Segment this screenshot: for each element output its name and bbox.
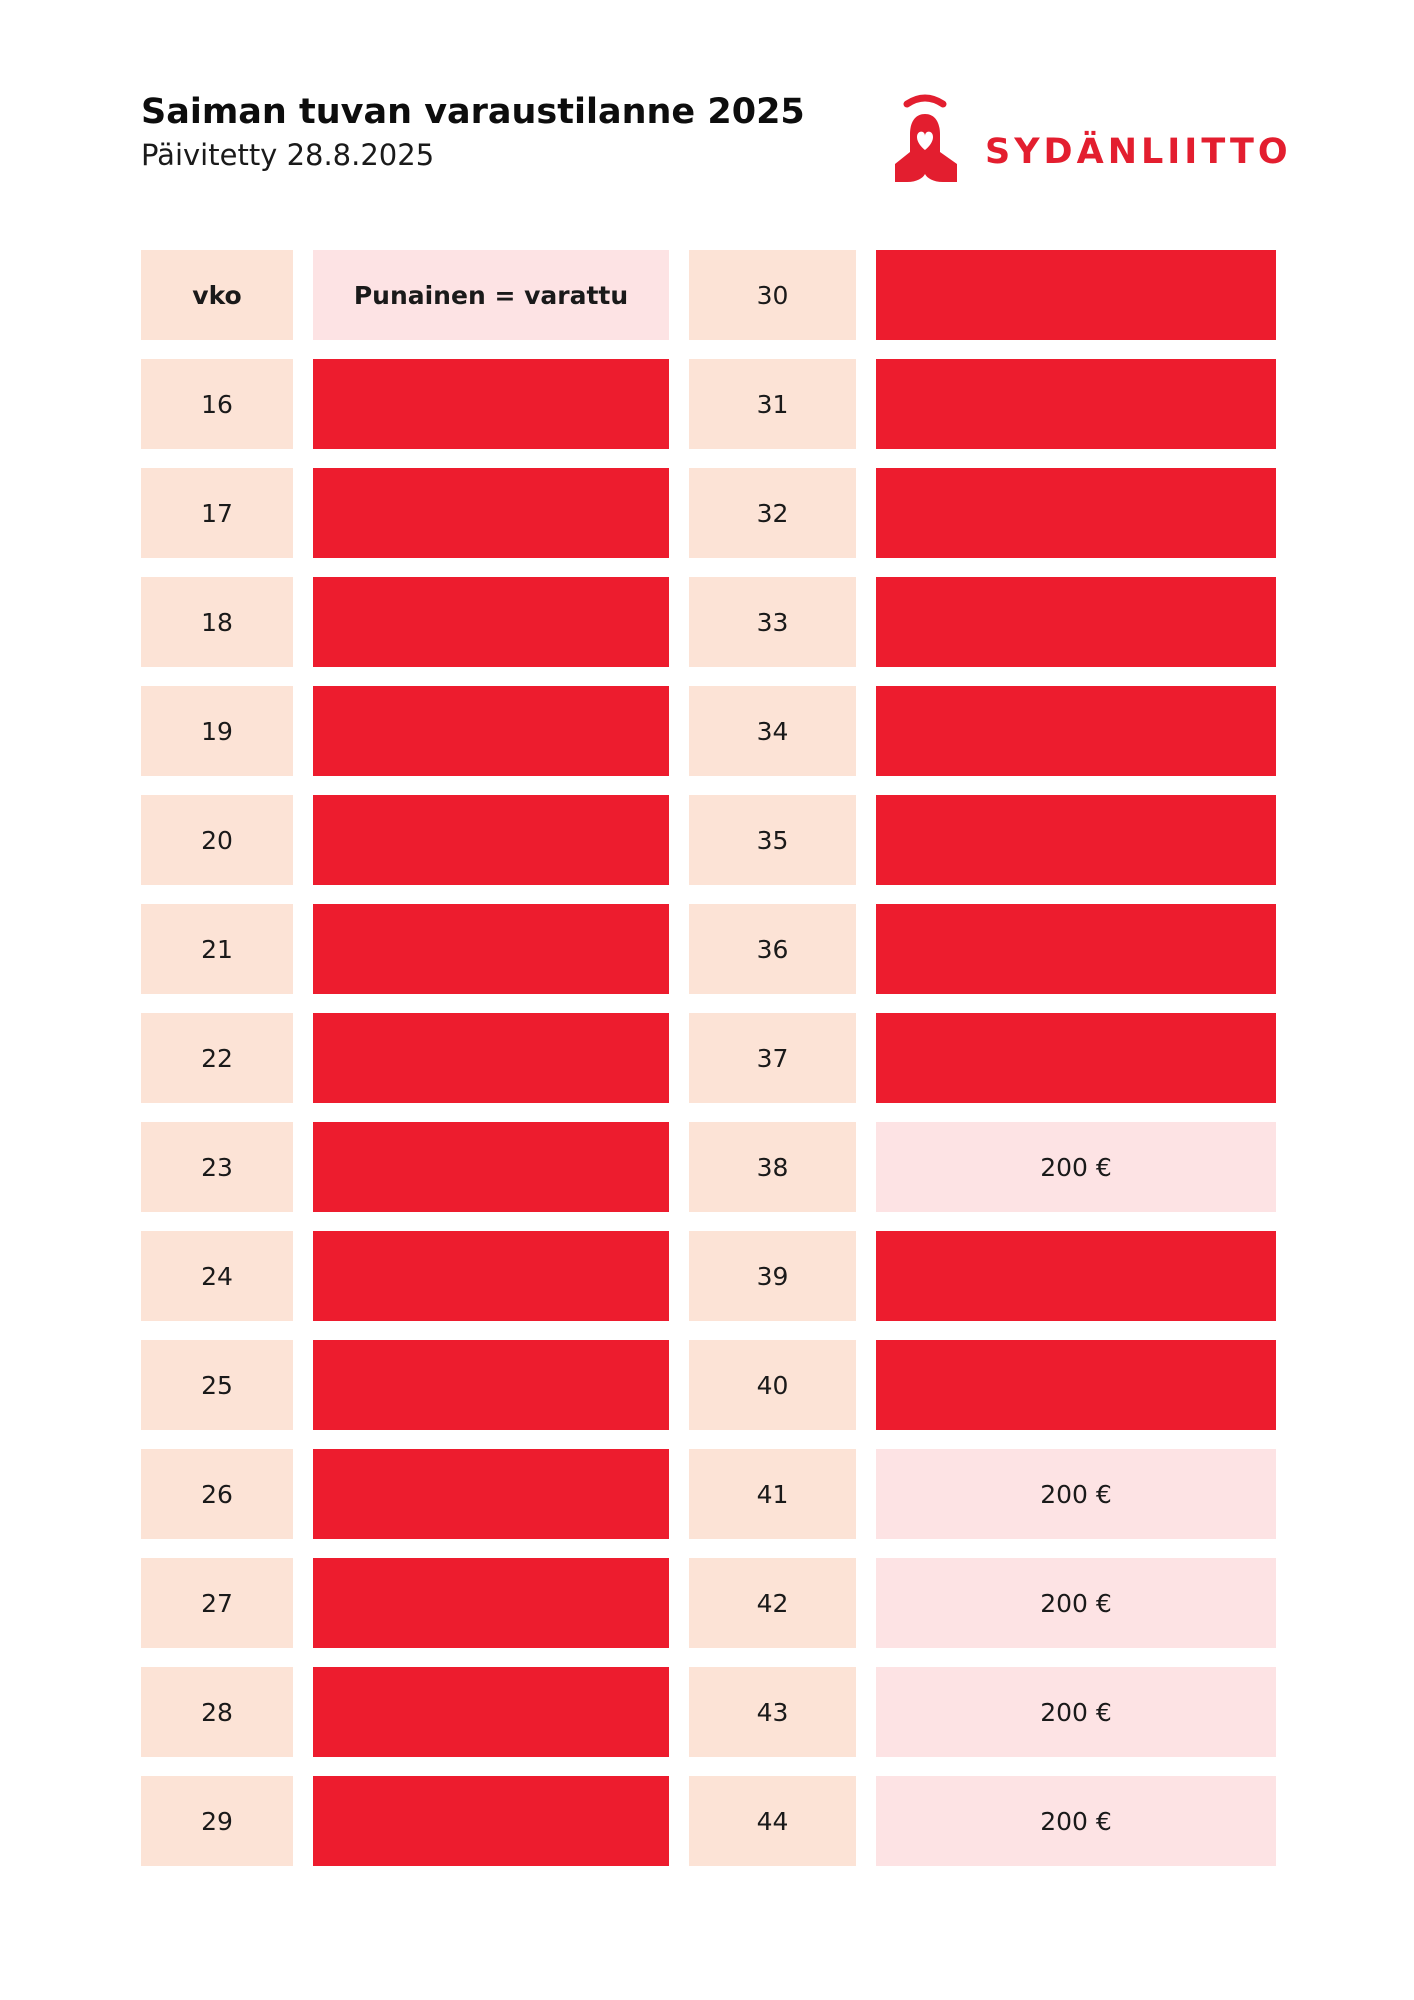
booked-slot [876,468,1276,558]
available-slot[interactable]: 200 € [876,1122,1276,1212]
booked-slot [313,468,669,558]
table-row: 18 33 [141,577,1276,667]
booked-slot [876,795,1276,885]
week-number: 30 [689,250,856,340]
booked-slot [313,1122,669,1212]
week-number: 28 [141,1667,293,1757]
week-number: 23 [141,1122,293,1212]
table-row: 27 42 200 € [141,1558,1276,1648]
booked-slot [876,1340,1276,1430]
booked-slot [313,904,669,994]
week-number: 35 [689,795,856,885]
table-row: 20 35 [141,795,1276,885]
week-number: 33 [689,577,856,667]
sydanliitto-logo: SYDÄNLIITTO [885,90,1288,190]
booked-slot [313,359,669,449]
week-number: 24 [141,1231,293,1321]
week-number: 26 [141,1449,293,1539]
week-number: 40 [689,1340,856,1430]
week-number: 31 [689,359,856,449]
table-row: vko Punainen = varattu 30 [141,250,1276,340]
page-title: Saiman tuvan varaustilanne 2025 [141,92,805,132]
booked-slot [876,250,1276,340]
booked-slot [313,1558,669,1648]
logo-wordmark: SYDÄNLIITTO [985,132,1292,172]
booked-slot [313,1667,669,1757]
heart-bell-logo-icon [895,94,957,182]
table-row: 23 38 200 € [141,1122,1276,1212]
week-number: 29 [141,1776,293,1866]
week-number: 19 [141,686,293,776]
table-row: 24 39 [141,1231,1276,1321]
week-number: 34 [689,686,856,776]
booked-slot [313,1776,669,1866]
booked-slot [313,1013,669,1103]
updated-date: Päivitetty 28.8.2025 [141,138,435,172]
week-number: 44 [689,1776,856,1866]
booked-slot [876,686,1276,776]
week-number: 18 [141,577,293,667]
booked-slot [876,359,1276,449]
table-row: 29 44 200 € [141,1776,1276,1866]
week-number: 21 [141,904,293,994]
available-slot[interactable]: 200 € [876,1776,1276,1866]
week-number: 38 [689,1122,856,1212]
week-column-header: vko [141,250,293,340]
week-number: 16 [141,359,293,449]
week-number: 42 [689,1558,856,1648]
available-slot[interactable]: 200 € [876,1558,1276,1648]
legend-cell: Punainen = varattu [313,250,669,340]
week-number: 25 [141,1340,293,1430]
week-number: 36 [689,904,856,994]
week-number: 37 [689,1013,856,1103]
available-slot[interactable]: 200 € [876,1667,1276,1757]
table-row: 21 36 [141,904,1276,994]
booked-slot [876,904,1276,994]
booked-slot [313,577,669,667]
table-row: 17 32 [141,468,1276,558]
booked-slot [876,1013,1276,1103]
week-number: 32 [689,468,856,558]
week-number: 20 [141,795,293,885]
booked-slot [876,1231,1276,1321]
table-row: 26 41 200 € [141,1449,1276,1539]
booked-slot [313,1449,669,1539]
booking-table: vko Punainen = varattu 30 16 31 17 32 18 33 19 34 2… [141,250,1276,1885]
week-number: 22 [141,1013,293,1103]
table-row: 25 40 [141,1340,1276,1430]
booked-slot [313,795,669,885]
week-number: 41 [689,1449,856,1539]
table-row: 19 34 [141,686,1276,776]
booked-slot [313,1340,669,1430]
table-row: 28 43 200 € [141,1667,1276,1757]
available-slot[interactable]: 200 € [876,1449,1276,1539]
booked-slot [313,1231,669,1321]
table-row: 16 31 [141,359,1276,449]
week-number: 17 [141,468,293,558]
page-header: Saiman tuvan varaustilanne 2025 Päivitet… [141,90,1288,200]
booked-slot [313,686,669,776]
table-row: 22 37 [141,1013,1276,1103]
week-number: 43 [689,1667,856,1757]
week-number: 27 [141,1558,293,1648]
booked-slot [876,577,1276,667]
week-number: 39 [689,1231,856,1321]
